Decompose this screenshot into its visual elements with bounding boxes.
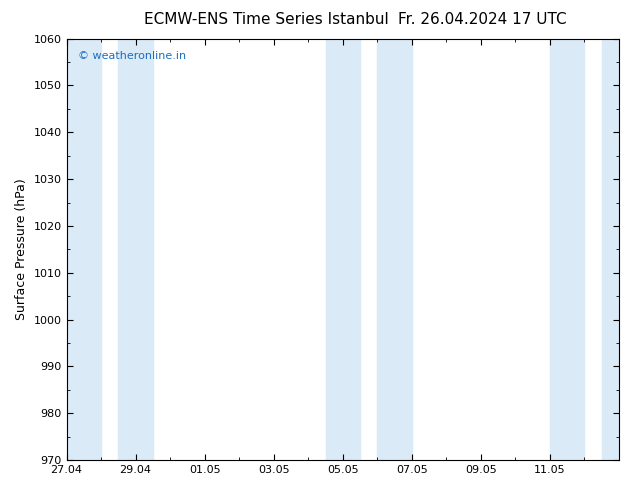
- Bar: [377, 39, 412, 460]
- Y-axis label: Surface Pressure (hPa): Surface Pressure (hPa): [15, 178, 28, 320]
- Bar: [67, 39, 101, 460]
- Bar: [119, 39, 153, 460]
- Bar: [602, 39, 619, 460]
- Text: ECMW-ENS Time Series Istanbul: ECMW-ENS Time Series Istanbul: [144, 12, 389, 27]
- Text: Fr. 26.04.2024 17 UTC: Fr. 26.04.2024 17 UTC: [398, 12, 566, 27]
- Bar: [325, 39, 360, 460]
- Text: © weatheronline.in: © weatheronline.in: [77, 51, 186, 61]
- Bar: [550, 39, 585, 460]
